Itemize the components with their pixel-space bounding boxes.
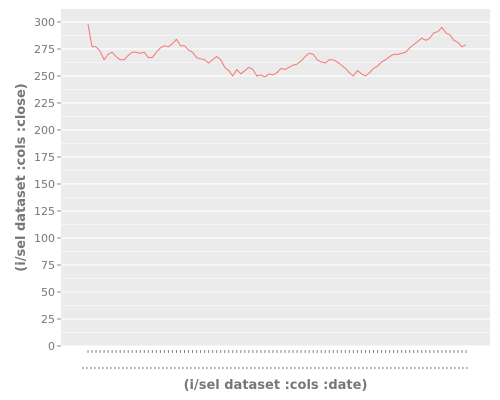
series-layer <box>87 24 467 78</box>
y-tick-label: 225 <box>34 97 55 110</box>
plot-panel <box>61 9 490 346</box>
y-tick-label: 250 <box>34 70 55 83</box>
y-tick-label: 125 <box>34 205 55 218</box>
gridlines <box>61 21 490 347</box>
y-tick-label: 175 <box>34 151 55 164</box>
y-tick-label: 100 <box>34 232 55 245</box>
y-tick-label: 200 <box>34 124 55 137</box>
y-tick-label: 50 <box>41 286 55 299</box>
x-axis <box>82 350 470 369</box>
y-tick-label: 25 <box>41 313 55 326</box>
series-line <box>87 24 467 78</box>
x-axis-title: (i/sel dataset :cols :date) <box>184 378 368 393</box>
y-tick-label: 150 <box>34 178 55 191</box>
y-tick-label: 0 <box>48 340 55 353</box>
y-axis-title: (i/sel dataset :cols :close) <box>14 83 29 271</box>
y-axis: 0 25 50 75 100 125 150 175 200 225 250 275 300 <box>34 16 61 353</box>
y-tick-label: 75 <box>41 259 55 272</box>
y-tick-label: 300 <box>34 16 55 29</box>
y-tick-label: 275 <box>34 43 55 56</box>
